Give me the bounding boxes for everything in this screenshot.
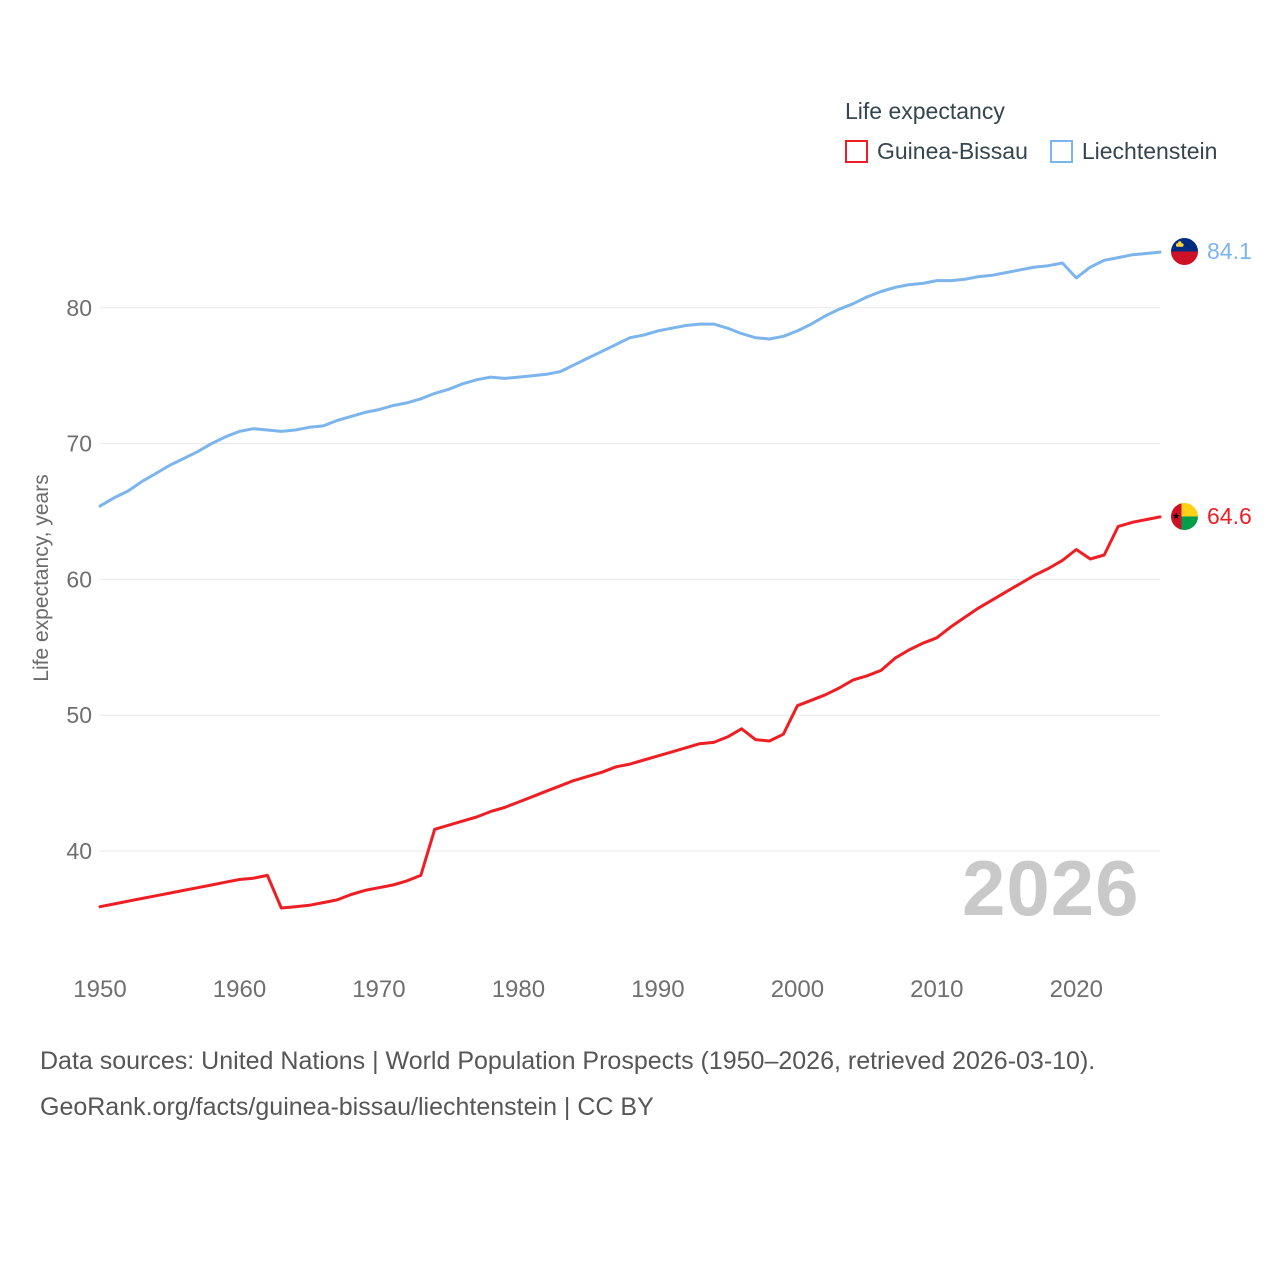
- guinea-bissau-flag-icon: [1171, 503, 1198, 530]
- y-tick-label: 50: [66, 702, 92, 728]
- y-tick-label: 40: [66, 838, 92, 864]
- x-tick-label: 1950: [73, 976, 126, 1003]
- legend-items: Guinea-Bissau Liechtenstein: [845, 138, 1217, 165]
- legend-label-liechtenstein: Liechtenstein: [1081, 138, 1218, 164]
- guinea-bissau-swatch-icon: [845, 140, 868, 163]
- y-tick-label: 80: [66, 295, 92, 321]
- x-tick-label: 1970: [352, 976, 405, 1003]
- guinea-bissau-end-value: 64.6: [1207, 503, 1252, 529]
- x-tick-label: 2010: [910, 976, 963, 1003]
- liechtenstein-flag-icon: [1171, 238, 1198, 265]
- footer: Data sources: United Nations | World Pop…: [40, 1038, 1095, 1130]
- liechtenstein-end-value: 84.1: [1207, 238, 1252, 264]
- x-tick-label: 1980: [492, 976, 545, 1003]
- liechtenstein-swatch-icon: [1049, 140, 1073, 163]
- x-tick-label: 1990: [631, 976, 684, 1003]
- legend-title: Life expectancy: [845, 98, 1005, 124]
- x-tick-label: 2020: [1050, 976, 1103, 1003]
- y-tick-label: 70: [66, 431, 92, 457]
- legend-label-guinea-bissau: Guinea-Bissau: [877, 138, 1028, 164]
- line-guinea-bissau[interactable]: [98, 515, 1162, 910]
- year-watermark: 2026: [962, 844, 1140, 932]
- legend: Life expectancy Guinea-Bissau Liechtenst…: [845, 98, 1217, 165]
- line-liechtenstein[interactable]: [98, 250, 1162, 508]
- y-tick-label: 60: [66, 566, 92, 592]
- guinea-bissau-end-marker: 64.6: [1171, 503, 1252, 530]
- legend-item-guinea-bissau[interactable]: Guinea-Bissau: [845, 138, 1028, 165]
- chart-plot[interactable]: 40 50 60 70 80 1950 1960 1970 1980 1990 2000 2010 20…: [0, 0, 1280, 1015]
- attribution-line: GeoRank.org/facts/guinea-bissau/liechten…: [40, 1093, 654, 1121]
- y-axis-title: Life expectancy, years: [30, 474, 53, 682]
- liechtenstein-end-marker: 84.1: [1171, 238, 1252, 265]
- data-sources-line: Data sources: United Nations | World Pop…: [40, 1047, 1096, 1075]
- x-tick-label: 2000: [771, 976, 824, 1003]
- x-tick-label: 1960: [213, 976, 266, 1003]
- legend-item-liechtenstein[interactable]: Liechtenstein: [1049, 138, 1218, 165]
